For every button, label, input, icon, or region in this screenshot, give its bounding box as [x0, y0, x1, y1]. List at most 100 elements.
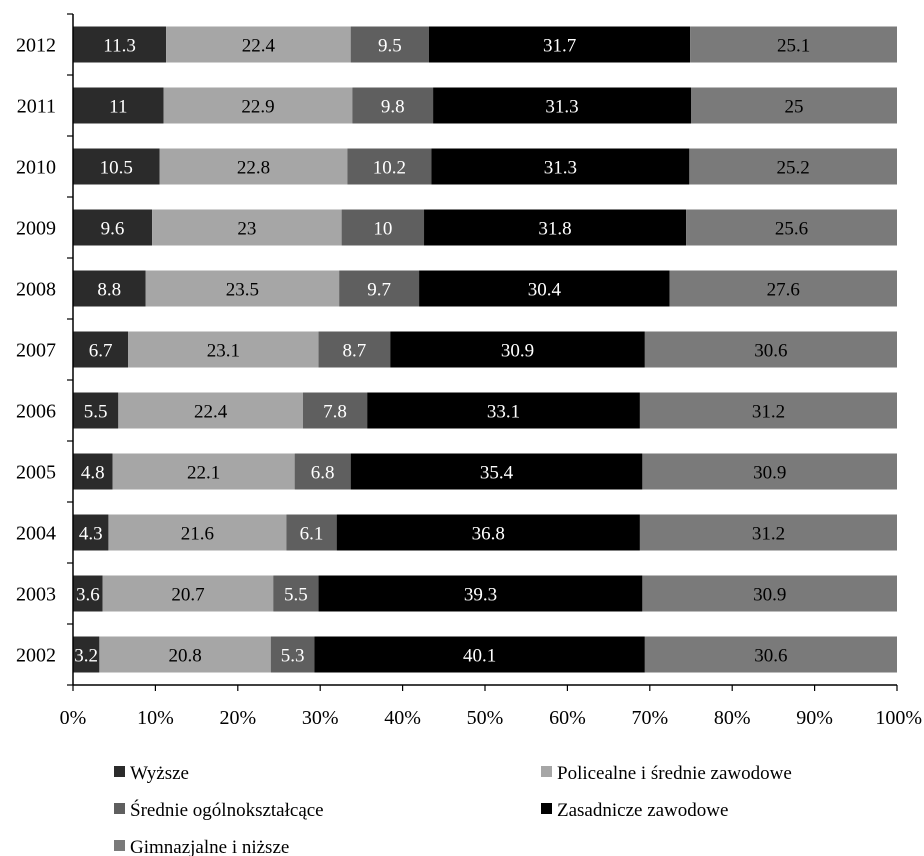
bar-segment	[691, 87, 897, 124]
data-label: 8.7	[343, 341, 367, 362]
bar-segment	[108, 514, 287, 551]
data-label: 31.2	[752, 402, 785, 423]
bar-segment	[73, 392, 119, 429]
x-tick-label: 50%	[467, 707, 504, 729]
bar-segment	[367, 392, 640, 429]
bar-segment	[302, 392, 368, 429]
data-label: 25.1	[777, 36, 810, 57]
data-label: 39.3	[464, 585, 497, 606]
x-tick-label: 20%	[219, 707, 256, 729]
data-label: 23	[237, 219, 256, 240]
data-label: 3.2	[74, 646, 98, 667]
data-label: 7.8	[323, 402, 347, 423]
bar-segment	[644, 331, 897, 368]
data-label: 23.1	[207, 341, 240, 362]
data-label: 31.8	[538, 219, 571, 240]
y-tick-label: 2009	[16, 218, 56, 240]
data-label: 31.2	[752, 524, 785, 545]
bar-segment	[73, 26, 167, 63]
data-label: 6.1	[300, 524, 324, 545]
data-label: 9.5	[378, 36, 402, 57]
data-label: 30.9	[753, 463, 786, 484]
data-label: 40.1	[463, 646, 496, 667]
data-label: 31.7	[543, 36, 576, 57]
x-tick-label: 70%	[631, 707, 668, 729]
bar-segment	[318, 575, 643, 612]
bar-segment	[669, 270, 897, 307]
data-label: 30.9	[501, 341, 534, 362]
data-label: 22.9	[241, 97, 274, 118]
axes-layer: 2012 2011 2010 2009 2008 2007 2006 2005 2004 2003…	[16, 13, 922, 729]
legend: Wyższe Policealne i średnie zawodowe Średn…	[114, 763, 792, 856]
data-label: 25	[785, 97, 804, 118]
legend-swatch	[114, 840, 125, 851]
bar-segment	[73, 209, 153, 246]
data-label: 27.6	[767, 280, 800, 301]
data-label: 33.1	[487, 402, 520, 423]
data-label: 9.8	[381, 97, 405, 118]
bar-segment	[339, 270, 420, 307]
x-tick-label: 100%	[875, 707, 922, 729]
bar-segment	[390, 331, 645, 368]
data-label: 6.8	[311, 463, 335, 484]
bar-segment	[347, 148, 432, 185]
data-label: 5.5	[284, 585, 308, 606]
legend-swatch	[541, 803, 552, 814]
bar-segment	[639, 392, 897, 429]
bar-segment	[73, 636, 100, 673]
data-label: 30.9	[753, 585, 786, 606]
bar-segment	[352, 87, 434, 124]
bar-segment	[642, 575, 897, 612]
data-label: 22.8	[237, 158, 270, 179]
bar-segment	[166, 26, 351, 63]
bar-segment	[350, 453, 643, 490]
bar-segment	[73, 331, 129, 368]
bar-segment	[341, 209, 425, 246]
bar-segment	[118, 392, 303, 429]
data-label: 25.2	[777, 158, 810, 179]
bar-segment	[102, 575, 274, 612]
bar-segment	[350, 26, 429, 63]
bar-segment	[318, 331, 391, 368]
bar-segment	[424, 209, 687, 246]
y-tick-label: 2008	[16, 279, 56, 301]
bar-segment	[99, 636, 271, 673]
legend-swatch	[114, 803, 125, 814]
data-label: 30.6	[754, 646, 787, 667]
data-label: 23.5	[226, 280, 259, 301]
data-label: 20.8	[168, 646, 201, 667]
data-label: 10	[373, 219, 392, 240]
legend-label: Zasadnicze zawodowe	[557, 800, 728, 821]
bars-layer: 11.3 22.4 9.5 31.7 25.1 11 22.9 9.8 31.3 25 10.5 22…	[73, 26, 897, 673]
data-label: 22.1	[187, 463, 220, 484]
bar-segment	[163, 87, 353, 124]
bar-segment	[73, 87, 164, 124]
y-tick-label: 2011	[17, 96, 56, 118]
data-label: 21.6	[181, 524, 214, 545]
data-label: 3.6	[76, 585, 100, 606]
bar-segment	[128, 331, 319, 368]
bar-segment	[145, 270, 340, 307]
bar-segment	[73, 270, 146, 307]
bar-segment	[428, 26, 691, 63]
y-tick-label: 2010	[16, 157, 56, 179]
data-label: 30.4	[528, 280, 562, 301]
bar-segment	[73, 148, 160, 185]
bar-segment	[112, 453, 295, 490]
bar-segment	[286, 514, 337, 551]
data-label: 22.4	[242, 36, 276, 57]
data-label: 11.3	[103, 36, 136, 57]
bar-segment	[73, 514, 109, 551]
y-tick-label: 2007	[16, 340, 56, 362]
x-tick-label: 0%	[60, 707, 87, 729]
x-tick-label: 80%	[714, 707, 751, 729]
x-tick-label: 10%	[137, 707, 174, 729]
y-tick-label: 2006	[16, 401, 56, 423]
x-tick-label: 90%	[796, 707, 833, 729]
bar-segment	[152, 209, 342, 246]
y-tick-label: 2012	[16, 35, 56, 57]
bar-segment	[73, 575, 103, 612]
legend-label: Średnie ogólnokształcące	[130, 799, 324, 821]
y-tick-label: 2003	[16, 584, 56, 606]
data-label: 35.4	[480, 463, 514, 484]
